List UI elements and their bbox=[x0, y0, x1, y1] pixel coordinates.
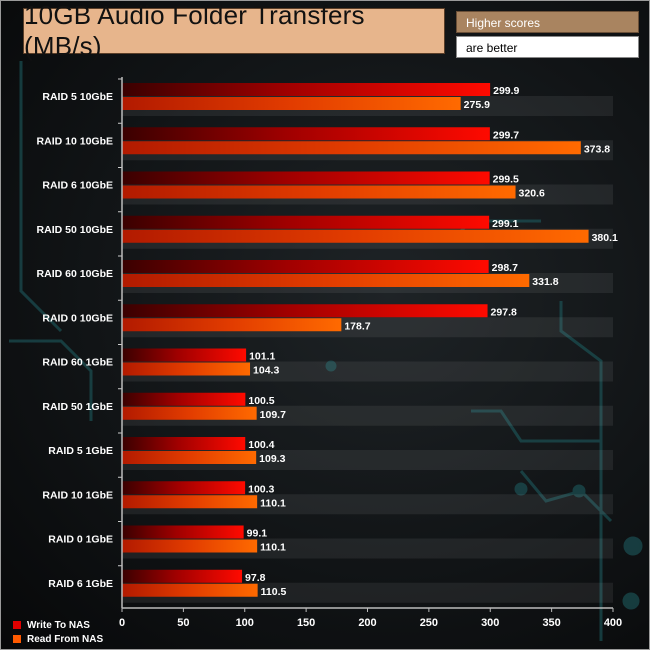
legend-item-read: Read From NAS bbox=[13, 632, 103, 646]
value-label-read-from-nas-raid-60-10gbe: 331.8 bbox=[532, 276, 558, 288]
category-label-raid-5-1gbe: RAID 5 1GbE bbox=[48, 445, 113, 457]
value-label-write-to-nas-raid-10-10gbe: 299.7 bbox=[493, 129, 519, 141]
legend-label-read: Read From NAS bbox=[27, 633, 104, 645]
bar-write-to-nas-raid-6-10gbe bbox=[122, 171, 490, 185]
bar-write-to-nas-raid-5-1gbe bbox=[122, 437, 246, 450]
x-tick-label: 250 bbox=[420, 617, 438, 629]
bar-read-from-nas-raid-50-1gbe bbox=[122, 406, 257, 420]
value-label-read-from-nas-raid-60-1gbe: 104.3 bbox=[253, 365, 279, 377]
x-tick-label: 0 bbox=[119, 617, 125, 629]
bar-read-from-nas-raid-60-10gbe bbox=[122, 274, 530, 287]
bar-write-to-nas-raid-10-1gbe bbox=[122, 481, 246, 495]
value-label-read-from-nas-raid-50-1gbe: 109.7 bbox=[260, 409, 286, 421]
x-tick-label: 150 bbox=[297, 617, 315, 629]
bar-write-to-nas-raid-50-10gbe bbox=[122, 215, 490, 229]
value-label-read-from-nas-raid-5-1gbe: 109.3 bbox=[259, 453, 285, 465]
bar-write-to-nas-raid-10-10gbe bbox=[122, 127, 490, 141]
bar-read-from-nas-raid-6-10gbe bbox=[122, 185, 516, 199]
bar-write-to-nas-raid-0-10gbe bbox=[122, 304, 488, 318]
value-label-write-to-nas-raid-50-1gbe: 100.5 bbox=[248, 395, 274, 407]
x-tick-label: 400 bbox=[604, 617, 622, 629]
bar-write-to-nas-raid-60-10gbe bbox=[122, 260, 489, 273]
value-label-write-to-nas-raid-6-1gbe: 97.8 bbox=[245, 572, 266, 584]
value-label-read-from-nas-raid-6-1gbe: 110.5 bbox=[261, 586, 287, 598]
bar-read-from-nas-raid-50-10gbe bbox=[122, 229, 589, 243]
value-label-write-to-nas-raid-5-10gbe: 299.9 bbox=[493, 85, 519, 97]
higher-scores-note: Higher scores bbox=[456, 11, 639, 33]
category-label-raid-10-1gbe: RAID 10 1GbE bbox=[42, 489, 113, 501]
bar-read-from-nas-raid-5-1gbe bbox=[122, 451, 257, 464]
bar-read-from-nas-raid-5-10gbe bbox=[122, 97, 461, 110]
x-tick-label: 300 bbox=[481, 617, 499, 629]
x-tick-label: 100 bbox=[236, 617, 254, 629]
category-label-raid-5-10gbe: RAID 5 10GbE bbox=[42, 91, 113, 103]
value-label-write-to-nas-raid-50-10gbe: 299.1 bbox=[492, 218, 518, 230]
bar-read-from-nas-raid-0-1gbe bbox=[122, 539, 258, 553]
bar-read-from-nas-raid-10-10gbe bbox=[122, 141, 581, 155]
category-label-raid-60-10gbe: RAID 60 10GbE bbox=[37, 268, 113, 280]
bar-write-to-nas-raid-5-10gbe bbox=[122, 83, 491, 96]
value-label-read-from-nas-raid-10-1gbe: 110.1 bbox=[260, 497, 286, 509]
legend-swatch-read bbox=[13, 635, 21, 643]
value-label-read-from-nas-raid-10-10gbe: 373.8 bbox=[584, 143, 610, 155]
value-label-read-from-nas-raid-50-10gbe: 380.1 bbox=[592, 232, 618, 244]
legend: Write To NAS Read From NAS bbox=[13, 618, 103, 646]
legend-label-write: Write To NAS bbox=[27, 619, 90, 631]
chart-title: 10GB Audio Folder Transfers (MB/s) bbox=[23, 1, 445, 61]
value-label-write-to-nas-raid-0-1gbe: 99.1 bbox=[247, 528, 268, 540]
category-label-raid-60-1gbe: RAID 60 1GbE bbox=[42, 357, 113, 369]
category-label-raid-50-10gbe: RAID 50 10GbE bbox=[37, 224, 113, 236]
value-label-write-to-nas-raid-5-1gbe: 100.4 bbox=[248, 439, 274, 451]
value-label-read-from-nas-raid-0-1gbe: 110.1 bbox=[260, 542, 286, 554]
bar-read-from-nas-raid-60-1gbe bbox=[122, 362, 251, 376]
value-label-read-from-nas-raid-6-10gbe: 320.6 bbox=[519, 188, 545, 200]
value-label-read-from-nas-raid-5-10gbe: 275.9 bbox=[464, 99, 490, 111]
x-tick-label: 200 bbox=[358, 617, 376, 629]
bar-write-to-nas-raid-60-1gbe bbox=[122, 348, 247, 362]
bar-write-to-nas-raid-6-1gbe bbox=[122, 569, 243, 583]
bar-read-from-nas-raid-10-1gbe bbox=[122, 495, 258, 509]
x-tick-label: 350 bbox=[542, 617, 560, 629]
value-label-write-to-nas-raid-60-10gbe: 298.7 bbox=[492, 262, 518, 274]
value-label-write-to-nas-raid-6-10gbe: 299.5 bbox=[493, 174, 519, 186]
value-label-write-to-nas-raid-10-1gbe: 100.3 bbox=[248, 483, 274, 495]
bar-read-from-nas-raid-0-10gbe bbox=[122, 318, 342, 332]
category-label-raid-10-10gbe: RAID 10 10GbE bbox=[37, 135, 113, 147]
bar-write-to-nas-raid-0-1gbe bbox=[122, 525, 244, 539]
legend-swatch-write bbox=[13, 621, 21, 629]
bar-read-from-nas-raid-6-1gbe bbox=[122, 583, 258, 597]
legend-item-write: Write To NAS bbox=[13, 618, 103, 632]
x-tick-label: 50 bbox=[177, 617, 189, 629]
value-label-write-to-nas-raid-60-1gbe: 101.1 bbox=[249, 351, 275, 363]
category-label-raid-6-1gbe: RAID 6 1GbE bbox=[48, 578, 113, 590]
category-label-raid-6-10gbe: RAID 6 10GbE bbox=[42, 180, 113, 192]
category-label-raid-0-10gbe: RAID 0 10GbE bbox=[42, 312, 113, 324]
bar-write-to-nas-raid-50-1gbe bbox=[122, 392, 246, 406]
value-label-read-from-nas-raid-0-10gbe: 178.7 bbox=[344, 320, 370, 332]
category-label-raid-0-1gbe: RAID 0 1GbE bbox=[48, 534, 113, 546]
category-label-raid-50-1gbe: RAID 50 1GbE bbox=[42, 401, 113, 413]
value-label-write-to-nas-raid-0-10gbe: 297.8 bbox=[491, 306, 517, 318]
are-better-note: are better bbox=[456, 36, 639, 58]
